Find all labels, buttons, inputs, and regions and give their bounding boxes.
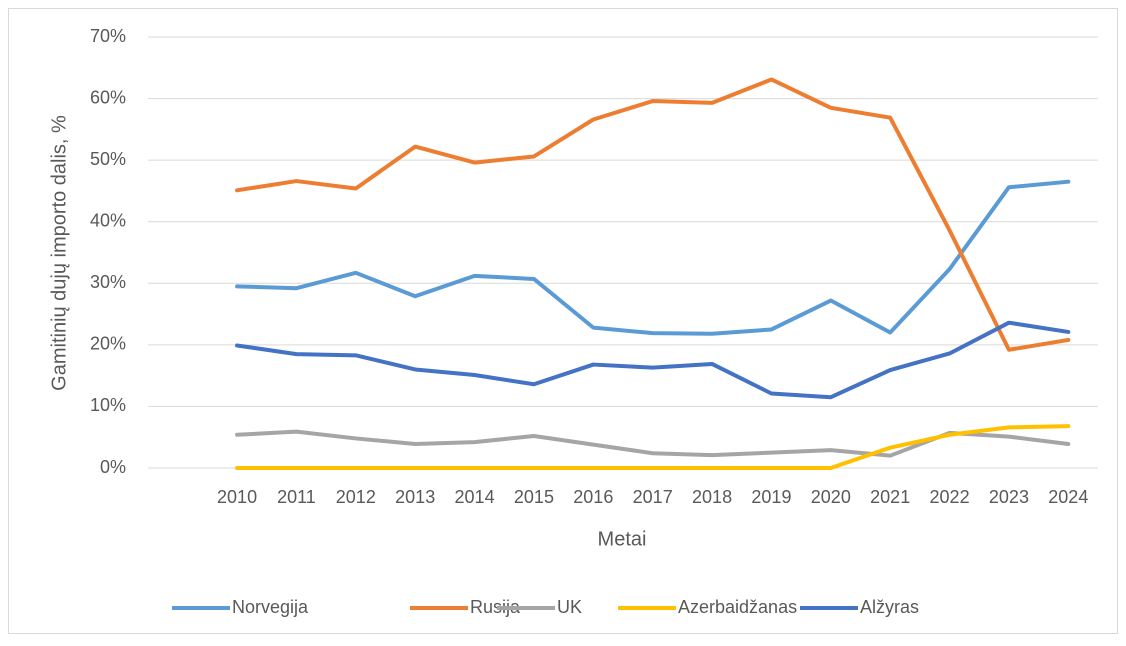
x-tick-label: 2023	[989, 487, 1029, 507]
legend-label: UK	[557, 597, 582, 617]
x-tick-label: 2024	[1048, 487, 1088, 507]
line-series	[235, 320, 1071, 400]
x-tick-label: 2016	[573, 487, 613, 507]
chart-frame	[8, 8, 1118, 634]
x-tick-label: 2019	[751, 487, 791, 507]
x-tick-label: 2011	[277, 487, 316, 507]
line-series	[235, 179, 1071, 336]
x-tick-label: 2020	[811, 487, 851, 507]
x-axis-title: Metai	[598, 528, 647, 550]
y-tick-label: 0%	[100, 457, 126, 477]
line-series	[235, 424, 1071, 470]
x-tick-label: 2010	[217, 487, 257, 507]
x-tick-label: 2013	[395, 487, 435, 507]
y-tick-label: 10%	[90, 395, 126, 415]
x-tick-label: 2017	[633, 487, 673, 507]
y-axis-title: Gamitinių dujų importo dalis, %	[48, 115, 70, 391]
x-tick-label: 2018	[692, 487, 732, 507]
y-tick-label: 50%	[90, 149, 126, 169]
y-tick-label: 40%	[90, 210, 126, 230]
legend-label: Alžyras	[860, 597, 919, 617]
y-tick-label: 20%	[90, 334, 126, 354]
y-tick-label: 30%	[90, 272, 126, 292]
x-tick-label: 2021	[870, 487, 910, 507]
line-series	[235, 77, 1071, 352]
x-tick-label: 2012	[336, 487, 376, 507]
legend-label: Norvegija	[232, 597, 309, 617]
x-tick-label: 2015	[514, 487, 554, 507]
y-tick-label: 70%	[90, 26, 126, 46]
legend-label: Azerbaidžanas	[678, 597, 797, 617]
x-tick-label: 2014	[455, 487, 495, 507]
legend-label: Rusija	[470, 597, 521, 617]
y-tick-label: 60%	[90, 87, 126, 107]
x-tick-label: 2022	[930, 487, 970, 507]
